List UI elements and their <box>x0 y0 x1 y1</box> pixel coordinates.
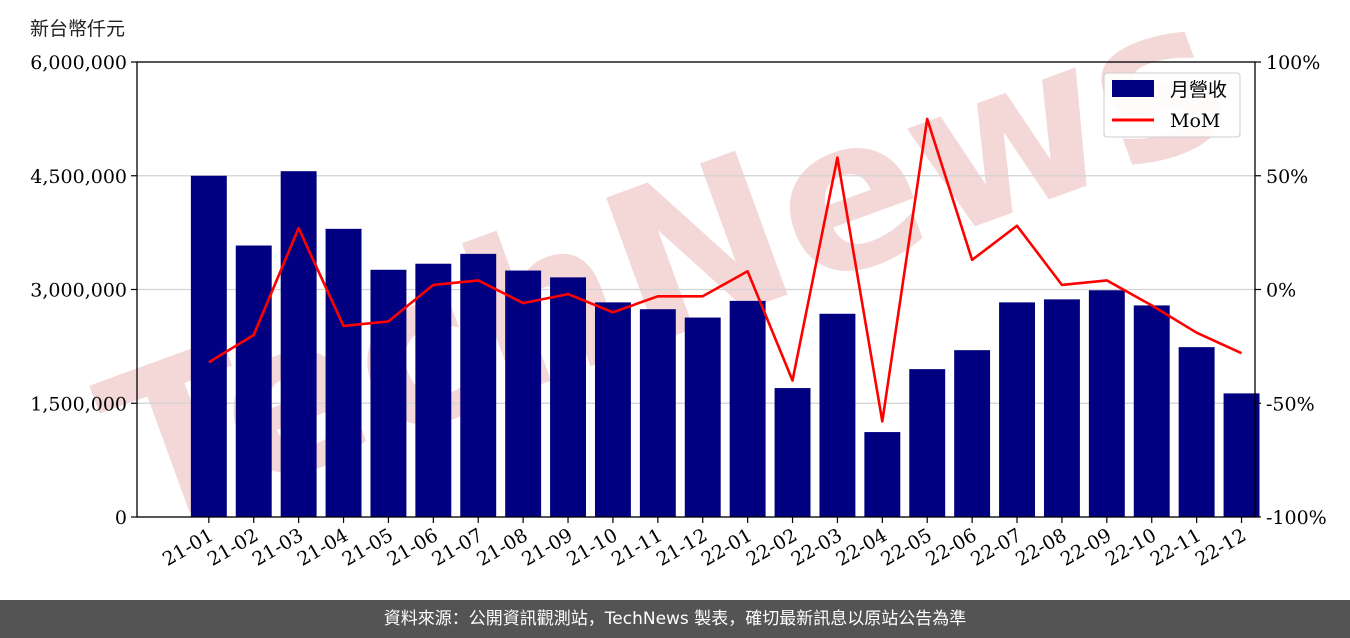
revenue-bar <box>909 369 946 517</box>
revenue-bar <box>280 171 317 517</box>
y-right-tick-label: 50% <box>1266 166 1308 188</box>
y-left-tick-label: 6,000,000 <box>30 52 127 74</box>
revenue-bar <box>1133 305 1170 517</box>
y-left-tick-label: 3,000,000 <box>30 280 127 302</box>
x-tick-label: 21-08 <box>473 524 531 570</box>
y-right-tick-label: 100% <box>1266 52 1320 74</box>
y-left-tick-label: 0 <box>115 507 127 529</box>
x-tick-label: 21-09 <box>518 524 576 570</box>
revenue-bar <box>819 313 856 517</box>
y-right-tick-label: 0% <box>1266 280 1296 302</box>
x-tick-label: 22-12 <box>1192 524 1250 570</box>
x-tick-label: 21-11 <box>608 524 666 570</box>
y-right-tick-label: -50% <box>1266 393 1315 415</box>
x-tick-label: 22-04 <box>832 524 890 570</box>
source-footer: 資料來源：公開資訊觀測站，TechNews 製表，確切最新訊息以原站公告為準 <box>0 600 1350 638</box>
revenue-bar <box>999 302 1035 517</box>
x-tick-label: 22-03 <box>787 524 845 570</box>
x-tick-label: 21-07 <box>428 524 486 570</box>
revenue-bar <box>550 277 586 517</box>
revenue-bar <box>325 228 362 518</box>
revenue-bar <box>235 245 272 517</box>
y-left-tick-label: 4,500,000 <box>30 166 127 188</box>
legend: 月營收 MoM <box>1103 72 1241 138</box>
revenue-bar <box>864 432 901 517</box>
x-tick-label: 21-10 <box>563 524 621 570</box>
revenue-bar <box>1088 290 1125 517</box>
mom-line-series <box>208 117 1243 423</box>
x-tick-label: 22-01 <box>698 524 756 570</box>
revenue-bar <box>190 175 227 517</box>
x-tick-label: 22-02 <box>743 524 801 570</box>
revenue-bar <box>1043 299 1080 517</box>
x-tick-label: 21-12 <box>653 524 711 570</box>
y-left-tick-label: 1,500,000 <box>30 393 127 415</box>
x-tick-label: 21-06 <box>383 524 441 570</box>
revenue-bar <box>729 300 766 517</box>
revenue-bar <box>639 309 676 517</box>
legend-label-revenue: 月營收 <box>1170 79 1227 101</box>
x-tick-label: 22-10 <box>1102 524 1160 570</box>
legend-bar-swatch <box>1112 80 1154 97</box>
revenue-bar <box>774 388 811 517</box>
x-tick-label: 22-09 <box>1057 524 1115 570</box>
revenue-bar <box>1178 347 1215 517</box>
revenue-bar <box>370 269 407 517</box>
bar-series <box>190 171 1260 518</box>
mom-line <box>208 117 1243 423</box>
x-tick-label: 21-04 <box>294 524 352 570</box>
revenue-chart: TechNews 01,500,0003,000,0004,500,0006,0… <box>30 0 1327 577</box>
revenue-bar <box>505 270 542 517</box>
revenue-bar <box>460 253 497 517</box>
revenue-bar <box>415 263 452 517</box>
revenue-bar <box>684 317 721 517</box>
y-right-tick-label: -100% <box>1266 507 1327 529</box>
x-tick-label: 21-05 <box>338 524 396 570</box>
y-axis-unit-label: 新台幣仟元 <box>30 18 126 40</box>
revenue-bar <box>594 302 631 517</box>
x-tick-label: 22-07 <box>967 524 1025 570</box>
revenue-bar <box>1223 393 1260 517</box>
legend-label-mom: MoM <box>1170 110 1220 132</box>
x-tick-label: 22-11 <box>1147 524 1205 570</box>
x-tick-label: 22-06 <box>922 524 980 570</box>
x-tick-label: 22-05 <box>877 524 935 570</box>
revenue-bar <box>954 350 991 517</box>
x-tick-label: 22-08 <box>1012 524 1070 570</box>
